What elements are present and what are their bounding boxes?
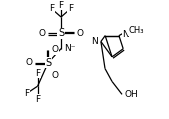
Text: F: F xyxy=(35,69,40,78)
Text: F: F xyxy=(49,4,54,13)
Text: CH₃: CH₃ xyxy=(129,26,144,35)
Text: S: S xyxy=(58,28,64,38)
Text: F: F xyxy=(25,89,30,98)
Text: N⁻: N⁻ xyxy=(65,44,76,53)
Text: O: O xyxy=(38,29,45,38)
Text: O: O xyxy=(51,71,58,80)
Text: F: F xyxy=(35,95,40,104)
Text: N⁺: N⁺ xyxy=(123,30,134,39)
Text: O: O xyxy=(51,45,58,54)
Text: OH: OH xyxy=(125,90,139,99)
Text: $\mathit{m}$: $\mathit{m}$ xyxy=(129,28,132,33)
Text: O: O xyxy=(25,58,32,67)
Text: F: F xyxy=(58,1,64,10)
Text: S: S xyxy=(45,58,51,68)
Text: O: O xyxy=(77,29,84,38)
Text: F: F xyxy=(68,4,73,13)
Text: N: N xyxy=(91,37,97,46)
